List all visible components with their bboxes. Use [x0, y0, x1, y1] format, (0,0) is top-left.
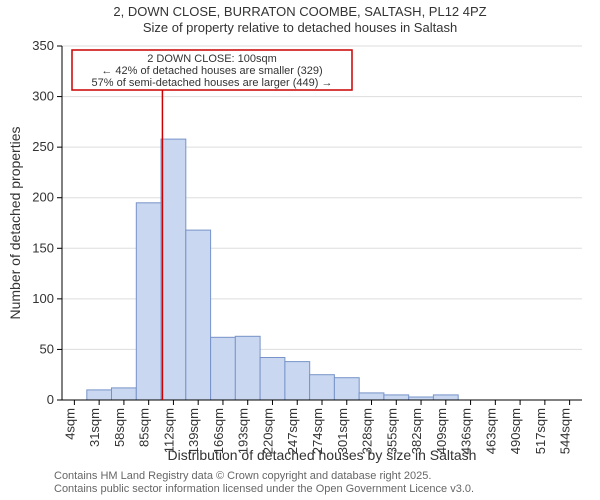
- histogram-bar: [87, 390, 112, 400]
- x-tick-label: 490sqm: [508, 408, 523, 454]
- x-tick-label: 85sqm: [137, 408, 152, 447]
- histogram-bar: [161, 139, 186, 400]
- histogram-bar: [310, 375, 335, 400]
- caption-line-2: Contains public sector information licen…: [54, 483, 474, 496]
- x-axis-label: Distribution of detached houses by size …: [168, 447, 477, 463]
- svg-text:0: 0: [47, 392, 54, 407]
- annotation-line-a: ← 42% of detached houses are smaller (32…: [101, 65, 322, 77]
- x-tick-label: 463sqm: [483, 408, 498, 454]
- histogram-bar: [112, 388, 137, 400]
- histogram-bar: [211, 337, 236, 400]
- histogram-bar: [433, 395, 458, 400]
- svg-text:350: 350: [32, 38, 54, 53]
- svg-text:50: 50: [40, 341, 54, 356]
- svg-text:200: 200: [32, 190, 54, 205]
- x-tick-label: 58sqm: [112, 408, 127, 447]
- svg-text:300: 300: [32, 89, 54, 104]
- x-tick-label: 544sqm: [558, 408, 573, 454]
- x-tick-label: 517sqm: [533, 408, 548, 454]
- svg-text:100: 100: [32, 291, 54, 306]
- histogram-bar: [359, 393, 384, 400]
- histogram-bar: [384, 395, 409, 400]
- histogram-chart: 0 50 100 150 200 250 300 350 4sqm 31sqm 58sqm 85sqm…: [0, 0, 600, 500]
- source-caption: Contains HM Land Registry data © Crown c…: [54, 470, 474, 496]
- histogram-bar: [136, 203, 161, 400]
- histogram-bar: [285, 362, 310, 400]
- histogram-bar: [186, 230, 211, 400]
- annotation-heading: 2 DOWN CLOSE: 100sqm: [147, 53, 277, 65]
- x-tick-label: 4sqm: [62, 408, 77, 440]
- annotation-line-b: 57% of semi-detached houses are larger (…: [92, 77, 333, 89]
- svg-text:150: 150: [32, 240, 54, 255]
- x-tick-label: 31sqm: [87, 408, 102, 447]
- y-axis-label: Number of detached properties: [7, 127, 23, 320]
- svg-text:250: 250: [32, 139, 54, 154]
- histogram-bar: [260, 358, 285, 401]
- histogram-bar: [334, 378, 359, 400]
- caption-line-1: Contains HM Land Registry data © Crown c…: [54, 470, 474, 483]
- histogram-bar: [235, 336, 260, 400]
